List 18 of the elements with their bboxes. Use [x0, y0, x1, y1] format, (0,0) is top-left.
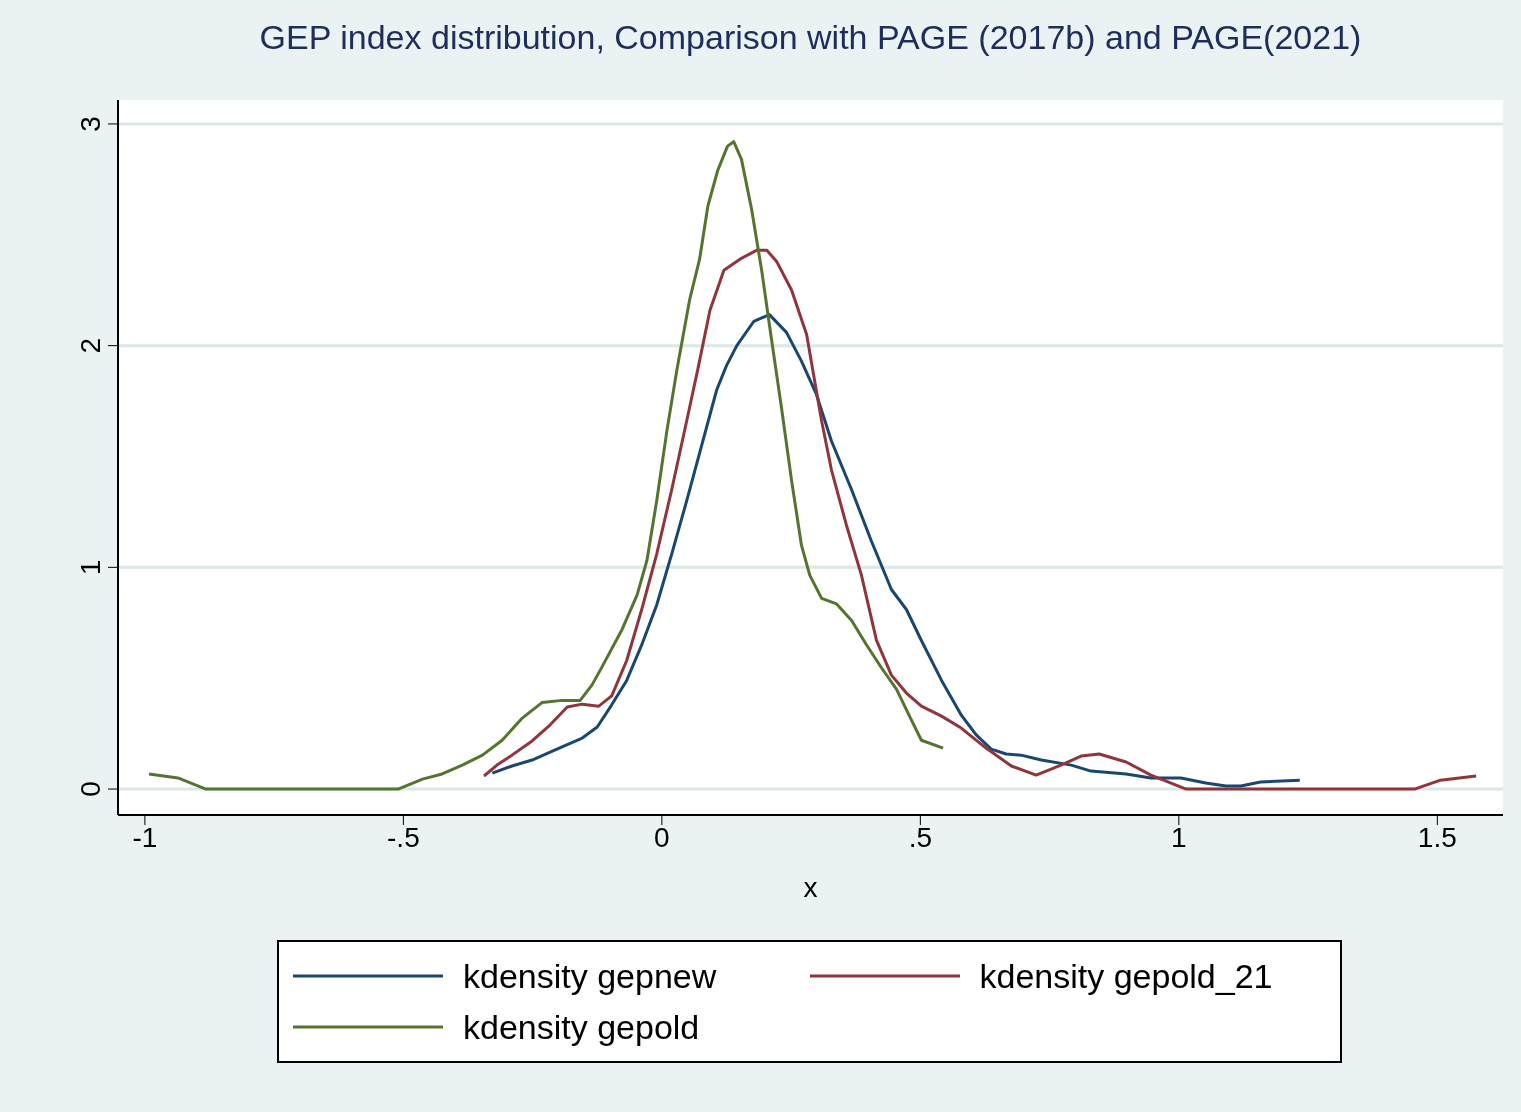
- legend-label: kdensity gepold_21: [979, 956, 1273, 996]
- y-tick-label: 0: [75, 781, 106, 797]
- y-tick-label: 1: [75, 559, 106, 576]
- line-series: [147, 140, 945, 791]
- chart-title: GEP index distribution, Comparison with PAGE (2017b) and PAGE(2021): [258, 18, 1363, 57]
- legend-label: kdensity gepnew: [463, 956, 717, 996]
- x-tick-label: 1.5: [1417, 821, 1457, 853]
- line-series: [482, 248, 1478, 791]
- line-series: [490, 313, 1302, 788]
- x-axis-title: x: [803, 871, 818, 903]
- y-tick-label: 2: [75, 337, 106, 354]
- x-tick-label: 0: [654, 821, 670, 853]
- x-tick-label: -1: [132, 821, 158, 853]
- legend-label: kdensity gepold: [463, 1007, 700, 1047]
- x-tick-label: 1: [1171, 821, 1187, 853]
- x-tick-label: .5: [908, 821, 933, 853]
- x-tick-label: -.5: [387, 821, 420, 853]
- y-tick-label: 3: [75, 116, 106, 132]
